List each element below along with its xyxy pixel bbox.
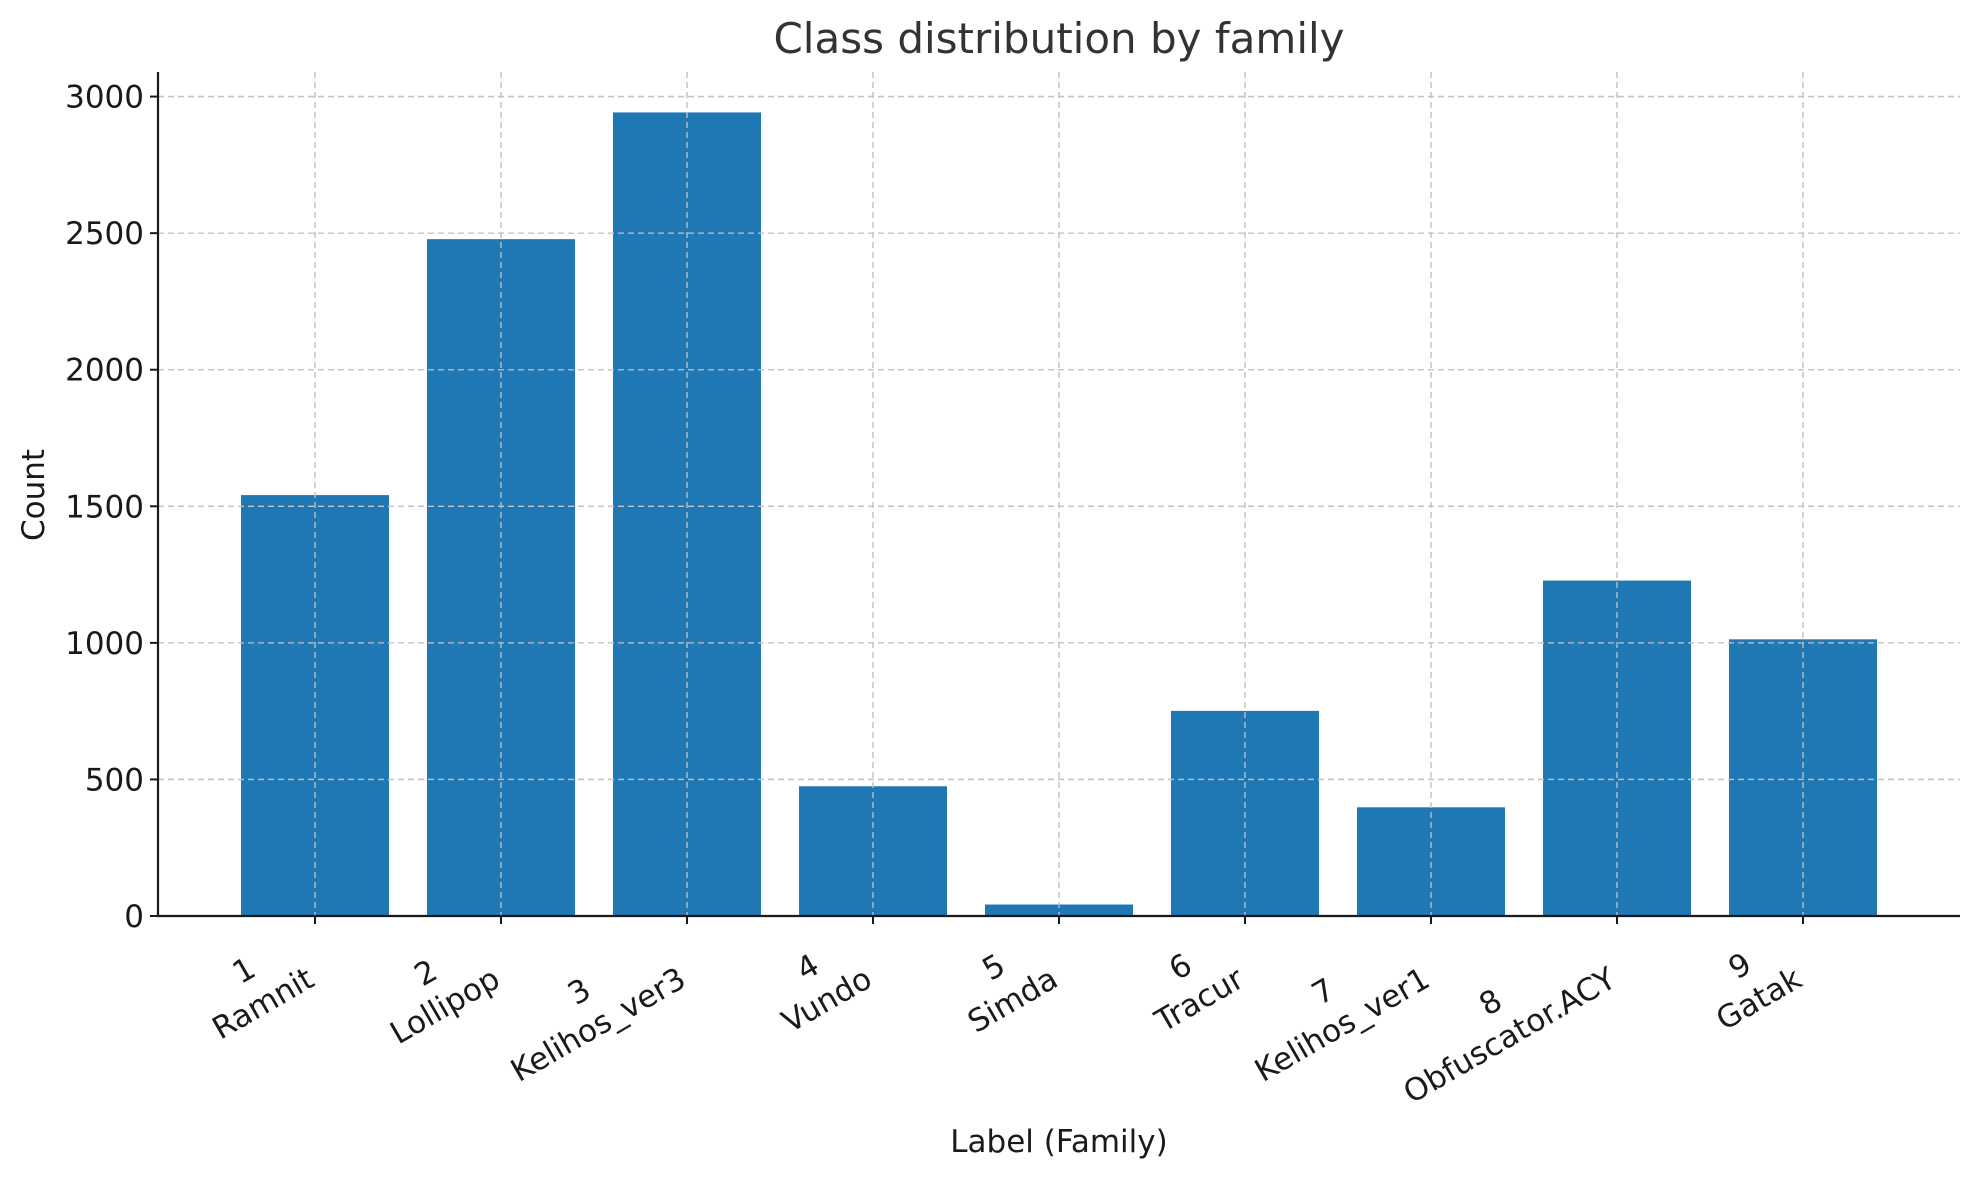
x-tick-number: 8 (1473, 982, 1508, 1023)
x-tick-number: 4 (790, 947, 825, 988)
x-tick-number: 9 (1723, 946, 1758, 987)
y-tick-labels: 0 500 1000 1500 2000 2500 3000 (65, 80, 144, 935)
bars (158, 72, 1960, 917)
x-tick-family: Gatak (1710, 961, 1808, 1038)
x-tick-number: 7 (1306, 972, 1341, 1013)
x-tick-family: Kelihos_ver3 (505, 961, 692, 1090)
y-tick-label: 2500 (65, 216, 144, 252)
y-tick-label: 1000 (65, 626, 144, 662)
y-tick-label: 3000 (65, 80, 144, 116)
bar-5 (985, 904, 1133, 916)
x-tick-number: 3 (562, 972, 597, 1013)
x-tick-number: 5 (976, 947, 1011, 988)
chart-title: Class distribution by family (773, 14, 1344, 63)
axes (150, 72, 1960, 924)
x-tick-family: Simda (962, 961, 1064, 1041)
x-tick-number: 1 (227, 950, 262, 991)
x-tick-number: 6 (1163, 947, 1198, 988)
y-tick-label: 500 (85, 762, 144, 798)
x-tick-family: Obfuscator.ACY (1398, 961, 1623, 1111)
x-tick-family: Kelihos_ver1 (1249, 961, 1436, 1090)
x-tick-number: 2 (409, 953, 444, 994)
y-tick-label: 2000 (65, 353, 144, 389)
x-tick-family: Lollipop (384, 961, 506, 1052)
x-axis-label: Label (Family) (950, 1124, 1167, 1160)
y-tick-label: 1500 (65, 489, 144, 525)
y-axis-label: Count (16, 449, 52, 541)
x-tick-family: Tracur (1148, 961, 1250, 1041)
x-tick-family: Ramnit (206, 961, 320, 1047)
y-tick-label: 0 (124, 899, 144, 935)
x-tick-family: Vundo (776, 961, 878, 1041)
